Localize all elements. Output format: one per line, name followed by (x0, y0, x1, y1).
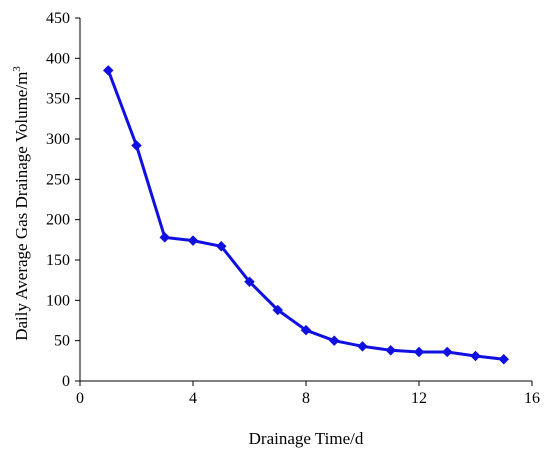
x-tick-label: 4 (189, 390, 197, 407)
data-point (244, 276, 255, 288)
series-layer (102, 65, 510, 365)
y-tick-label: 150 (46, 252, 70, 269)
data-point (328, 335, 340, 347)
y-axis-title-superscript: 3 (11, 66, 23, 72)
data-point (357, 340, 368, 352)
y-tick-label: 100 (46, 292, 70, 309)
y-tick-label: 50 (54, 333, 70, 350)
x-axis-title: Drainage Time/d (249, 429, 364, 448)
y-tick-label: 250 (46, 171, 70, 188)
data-point (385, 344, 397, 356)
data-point (215, 240, 227, 252)
data-point (272, 304, 284, 316)
data-point (441, 346, 453, 358)
x-ticks: 0 4 8 12 16 (76, 381, 540, 407)
x-tick-label: 12 (411, 390, 427, 407)
y-tick-label: 400 (46, 50, 70, 67)
x-tick-label: 16 (524, 390, 540, 407)
data-point (498, 353, 510, 365)
y-tick-label: 0 (62, 373, 70, 390)
x-tick-label: 8 (302, 390, 310, 407)
y-tick-label: 450 (46, 10, 70, 27)
series-line (106, 69, 504, 361)
y-ticks: 0 50 100 150 200 250 300 350 400 450 (46, 10, 80, 390)
y-axis-title-main: Daily Average Gas Drainage Volume/m (12, 72, 31, 341)
x-tick-label: 0 (76, 390, 84, 407)
data-point (413, 346, 425, 358)
data-point (131, 140, 142, 151)
y-tick-label: 350 (46, 91, 70, 108)
data-point (187, 235, 199, 246)
y-axis-title: Daily Average Gas Drainage Volume/m3 (11, 66, 31, 341)
y-tick-label: 300 (46, 131, 70, 148)
data-point (470, 350, 481, 362)
data-point (300, 324, 312, 336)
y-tick-label: 200 (46, 212, 70, 229)
data-point (102, 65, 114, 76)
data-point (159, 232, 171, 243)
